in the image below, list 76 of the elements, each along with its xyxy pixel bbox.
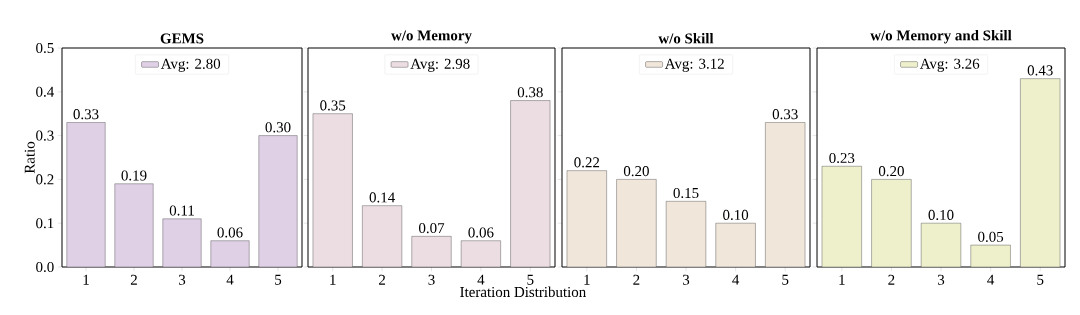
x-tick-label: 3 [682, 274, 690, 285]
bar [821, 166, 862, 267]
data-label: 0.22 [574, 157, 600, 168]
legend-label: Avg: 3.12 [664, 58, 724, 72]
x-tick-label: 4 [987, 274, 995, 285]
data-label: 0.30 [265, 122, 291, 133]
y-tick-label: 0.0 [36, 261, 54, 273]
data-label: 0.10 [928, 209, 954, 221]
data-label: 0.06 [217, 227, 243, 238]
legend-label: Avg: 2.98 [410, 58, 470, 72]
data-label: 0.38 [517, 87, 543, 98]
bar [362, 205, 403, 267]
bar [715, 223, 756, 267]
x-tick-label: 3 [938, 274, 945, 285]
bar [566, 170, 607, 267]
data-label: 0.11 [169, 205, 194, 216]
chart-title: GEMS [160, 33, 204, 44]
legend-label: Avg: 2.80 [160, 58, 221, 72]
bar [411, 236, 452, 267]
bar [114, 183, 154, 267]
bar [258, 135, 298, 267]
chart-title: w/o Memory [391, 30, 472, 44]
chart-title: w/o Memory and Skill [870, 29, 1012, 44]
x-tick-label: 2 [130, 274, 137, 285]
x-tick-label: 2 [888, 274, 895, 285]
y-tick-label: 0.5 [36, 42, 54, 54]
chart-title: w/o Skill [658, 33, 714, 44]
y-tick-label: 0.1 [36, 218, 54, 229]
x-tick-label: 5 [782, 274, 789, 285]
data-label: 0.06 [468, 227, 494, 238]
x-tick-label: 5 [275, 274, 282, 285]
bar [312, 113, 353, 267]
bar [765, 122, 806, 267]
bar [1020, 78, 1061, 267]
data-label: 0.14 [369, 192, 395, 203]
bar [510, 100, 551, 267]
bar [666, 201, 706, 267]
data-label: 0.07 [419, 223, 445, 234]
x-tick-label: 5 [1037, 274, 1044, 285]
x-tick-label: 5 [527, 274, 534, 285]
y-tick-label: 0.4 [36, 86, 54, 97]
bar [162, 218, 202, 267]
data-label: 0.43 [1027, 65, 1053, 76]
data-label: 0.15 [673, 187, 699, 199]
x-tick-label: 2 [379, 274, 386, 285]
bar [970, 245, 1011, 267]
x-tick-label: 1 [584, 274, 590, 285]
y-tick-label: 0.2 [36, 174, 54, 185]
x-tick-label: 1 [83, 274, 89, 285]
x-tick-label: 4 [732, 274, 740, 285]
x-tick-label: 3 [178, 274, 186, 285]
data-label: 0.05 [978, 231, 1004, 242]
data-label: 0.19 [121, 170, 147, 181]
x-tick-label: 4 [477, 274, 485, 285]
bar [616, 179, 657, 267]
data-label: 0.20 [623, 166, 649, 177]
data-label: 0.35 [320, 100, 346, 111]
bar [921, 223, 961, 267]
y-tick-label: 0.3 [36, 130, 54, 141]
bar [210, 240, 250, 267]
data-label: 0.20 [878, 166, 904, 177]
x-axis-title: Iteration Distribution [460, 286, 586, 298]
x-tick-label: 3 [428, 274, 435, 285]
bar [871, 179, 912, 267]
data-label: 0.33 [73, 109, 99, 120]
data-label: 0.10 [723, 209, 749, 221]
data-label: 0.23 [829, 152, 855, 164]
bar [460, 240, 501, 267]
x-tick-label: 2 [633, 274, 640, 285]
bar [66, 122, 106, 267]
legend-label: Avg: 3.26 [919, 58, 980, 72]
x-tick-label: 1 [839, 274, 845, 285]
x-tick-label: 1 [330, 274, 336, 285]
y-axis-title: Ratio [24, 141, 35, 174]
data-label: 0.33 [772, 109, 798, 120]
x-tick-label: 4 [226, 274, 234, 285]
